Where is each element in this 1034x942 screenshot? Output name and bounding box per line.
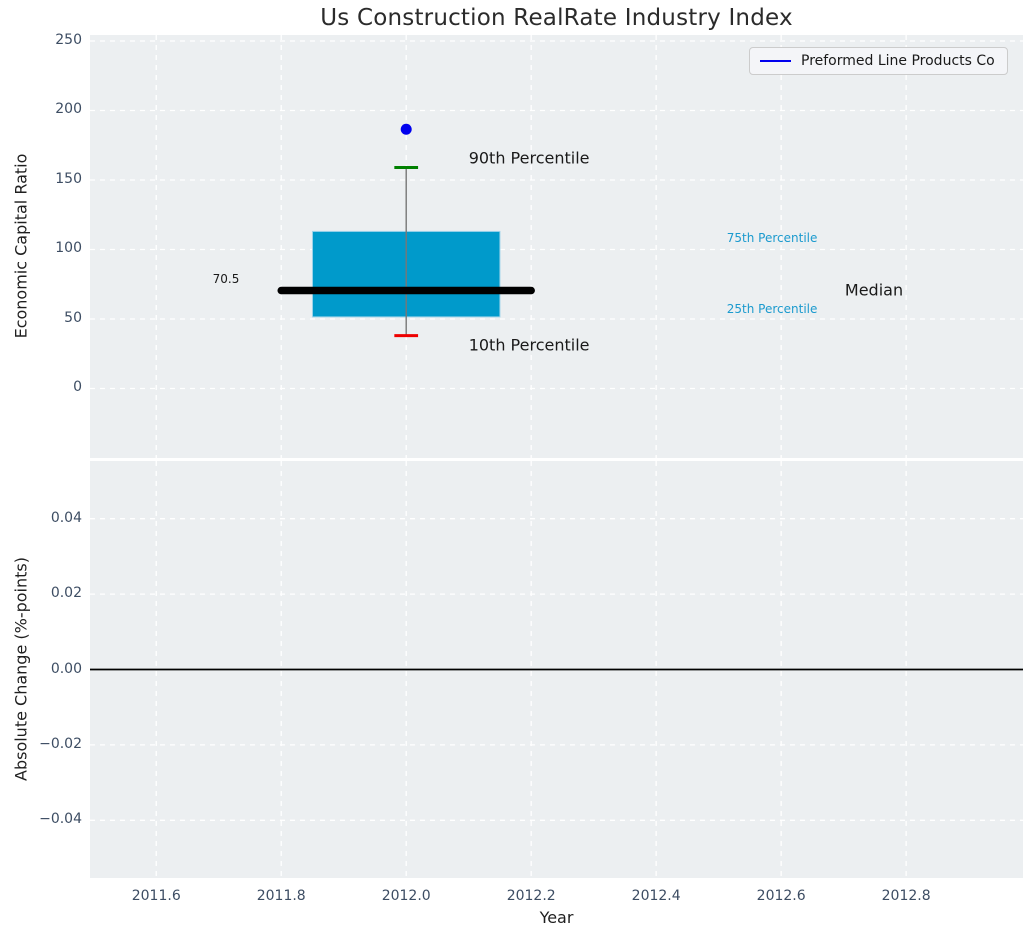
annotation-90th-percentile: 90th Percentile xyxy=(468,148,590,168)
y-tick-label: −0.04 xyxy=(39,811,82,828)
y-tick-label: 150 xyxy=(55,170,82,187)
x-tick-label: 2012.6 xyxy=(756,888,806,904)
x-tick-label: 2011.6 xyxy=(131,888,181,904)
legend: Preformed Line Products Co xyxy=(749,47,1008,75)
y-tick-label: 250 xyxy=(55,31,82,48)
x-tick-label: 2012.8 xyxy=(881,888,931,904)
y-tick-label: 0.04 xyxy=(50,509,82,526)
x-tick-label: 2012.2 xyxy=(506,888,556,904)
y-tick-label: 0.02 xyxy=(50,585,82,602)
x-tick-label: 2012.0 xyxy=(381,888,431,904)
x-tick-label: 2011.8 xyxy=(256,888,306,904)
annotation-10th-percentile: 10th Percentile xyxy=(468,335,590,355)
y-tick-label: 0.00 xyxy=(50,660,82,677)
axes-background-0 xyxy=(90,35,1023,458)
y-tick-label: 50 xyxy=(64,309,82,326)
xlabel-year: Year xyxy=(539,908,574,927)
legend-line-icon xyxy=(760,59,791,63)
annotation-median: Median xyxy=(844,280,904,300)
y-tick-label: −0.02 xyxy=(39,735,82,752)
y-tick-label: 0 xyxy=(73,379,82,396)
chart-title: Us Construction RealRate Industry Index xyxy=(320,5,793,31)
y-tick-label: 100 xyxy=(55,240,82,257)
annotation-75th-percentile: 75th Percentile xyxy=(726,230,818,245)
annotation-70-5: 70.5 xyxy=(212,271,240,286)
x-tick-label: 2012.4 xyxy=(631,888,681,904)
company-marker-dot xyxy=(400,123,412,135)
y-tick-label: 200 xyxy=(55,101,82,118)
legend-label: Preformed Line Products Co xyxy=(801,53,995,69)
annotation-25th-percentile: 25th Percentile xyxy=(726,302,818,317)
